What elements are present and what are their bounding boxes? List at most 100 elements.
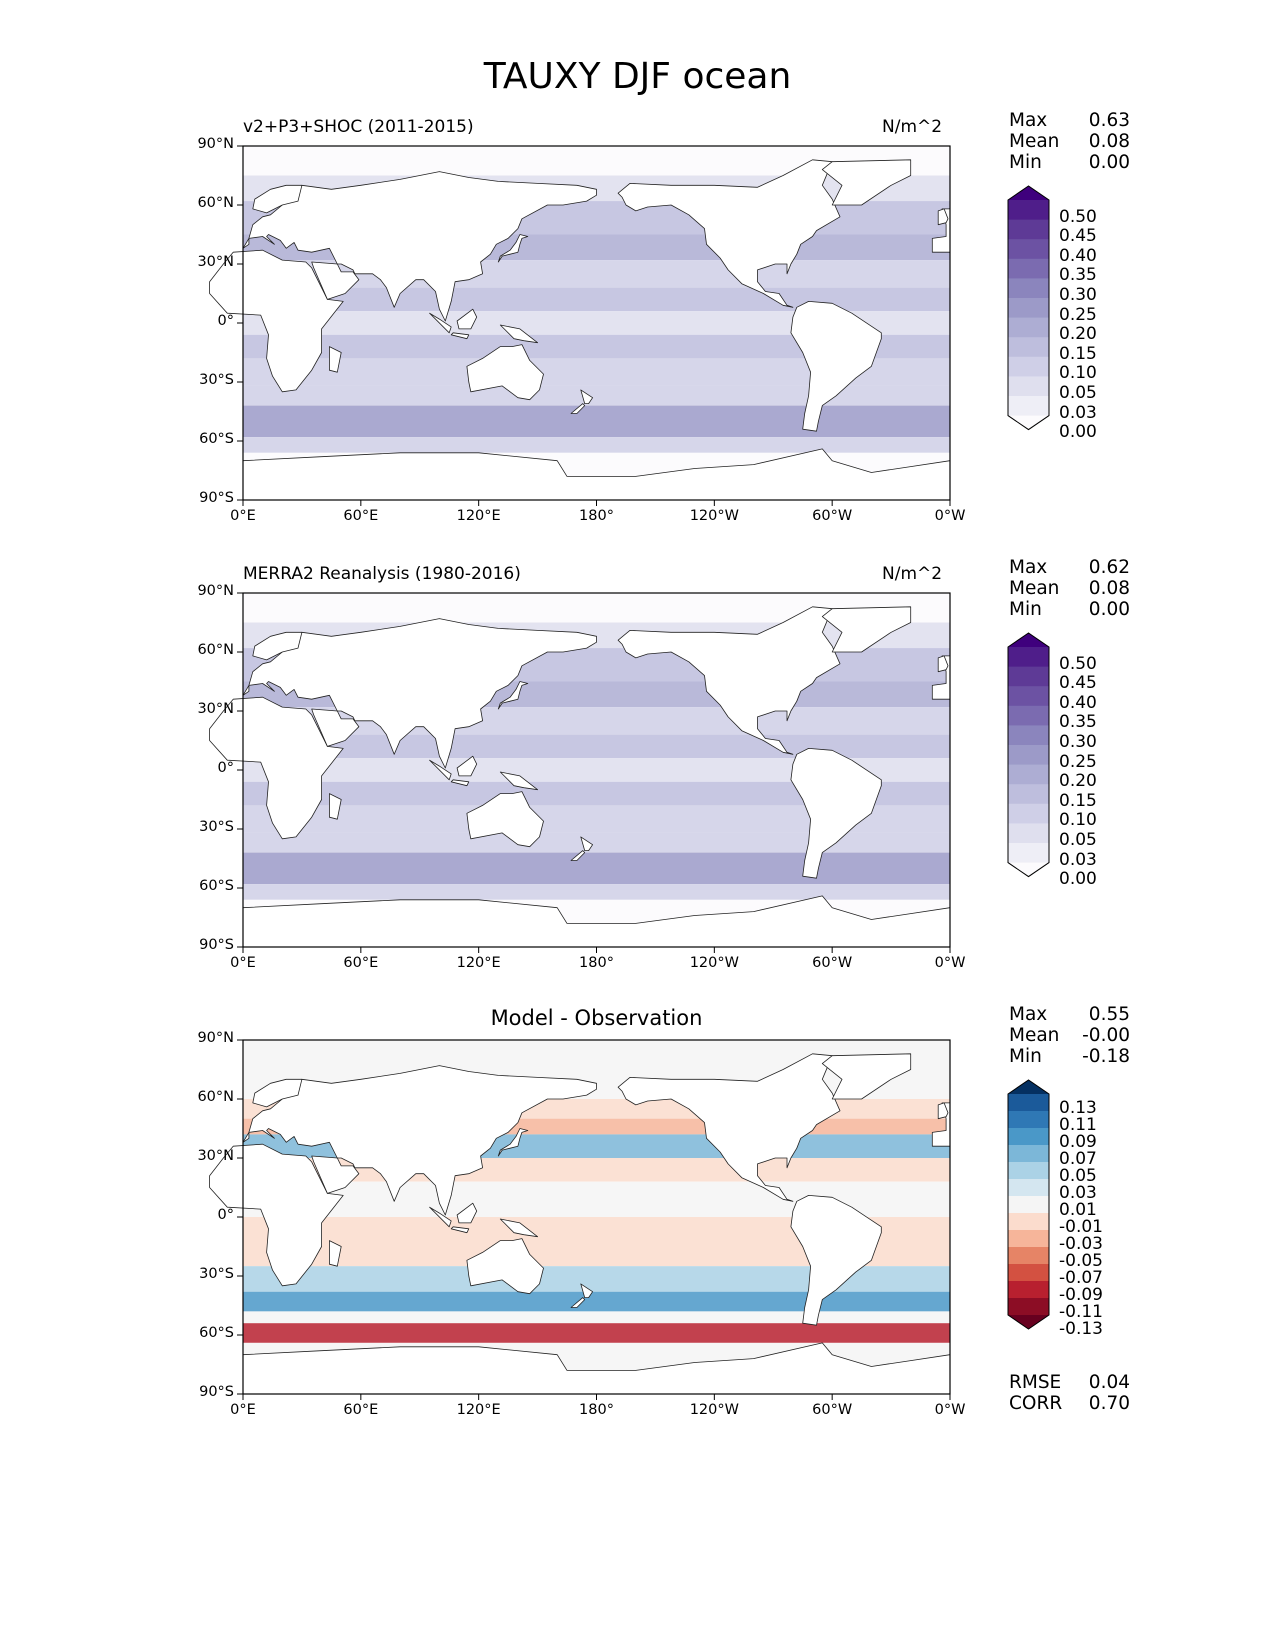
lat-tick-label: 90°S	[199, 1384, 234, 1400]
colorbar-tick-label: 0.03	[1059, 402, 1097, 423]
lat-tick-label: 60°N	[197, 1089, 234, 1105]
stat-value-min: -0.18	[1082, 1046, 1130, 1067]
field-band	[243, 1323, 950, 1343]
colorbar-tick-label: 0.05	[1059, 383, 1097, 404]
colorbar-tick-label: 0.20	[1059, 324, 1097, 345]
colorbar-tick-label: 0.30	[1059, 732, 1097, 753]
field-band	[243, 405, 950, 438]
colorbar	[1007, 1079, 1050, 1330]
lat-tick-label: 60°S	[199, 878, 234, 894]
lon-tick-label: 120°W	[689, 955, 739, 971]
stat-value-min: 0.00	[1088, 152, 1130, 173]
colorbar-tick-label: 0.15	[1059, 343, 1097, 364]
lon-tick-label: 0°W	[934, 955, 966, 971]
panel-left-title: v2+P3+SHOC (2011-2015)	[243, 117, 474, 137]
lat-tick-label: 90°N	[197, 583, 234, 599]
lon-tick-label: 0°W	[934, 508, 966, 524]
colorbar-tick-label: 0.05	[1059, 1166, 1097, 1187]
lon-tick-label: 120°E	[456, 955, 501, 971]
colorbar-tick-label: 0.40	[1059, 692, 1097, 713]
stat-value-max: 0.63	[1088, 110, 1130, 131]
stat-label-min: Min	[1009, 599, 1042, 620]
stat-label-max: Max	[1009, 110, 1048, 131]
lat-tick-label: 90°S	[199, 490, 234, 506]
colorbar	[1007, 632, 1050, 878]
lon-tick-label: 120°W	[689, 508, 739, 524]
stat-label-corr: CORR	[1009, 1393, 1063, 1414]
panel-reference: MERRA2 Reanalysis (1980-2016) N/m^2 90°N 60…	[0, 0, 1275, 971]
colorbar-tick-label: 0.35	[1059, 265, 1097, 286]
lat-tick-label: 60°N	[197, 642, 234, 658]
continents	[209, 159, 951, 501]
colorbar-tick-label: 0.05	[1059, 830, 1097, 851]
stat-value-min: 0.00	[1088, 599, 1130, 620]
lat-tick-label: 30°S	[199, 372, 234, 388]
lon-tick-label: 180°	[579, 955, 614, 971]
colorbar-tick-label: -0.11	[1059, 1302, 1103, 1323]
stat-label-max: Max	[1009, 1004, 1048, 1025]
lon-tick-label: 180°	[579, 508, 614, 524]
field-band	[243, 832, 950, 853]
lon-tick-label: 120°E	[456, 1402, 501, 1418]
lat-tick-label: 30°N	[197, 254, 234, 270]
lat-tick-label: 30°S	[199, 819, 234, 835]
lon-tick-label: 60°E	[343, 955, 379, 971]
panel-units: N/m^2	[882, 564, 943, 584]
colorbar-tick-label: 0.35	[1059, 712, 1097, 733]
lat-tick-label: 60°N	[197, 195, 234, 211]
panel-test: v2+P3+SHOC (2011-2015) N/m^2 90°N 60°N 30°N 0…	[0, 0, 1275, 524]
colorbar-tick-label: 0.45	[1059, 673, 1097, 694]
colorbar-tick-label: 0.40	[1059, 245, 1097, 266]
field-band	[243, 781, 950, 806]
field-band	[243, 884, 950, 900]
colorbar-tick-label: 0.09	[1059, 1132, 1097, 1153]
colorbar-tick-label: 0.15	[1059, 790, 1097, 811]
field-band	[243, 852, 950, 885]
colorbar-tick-label: -0.07	[1059, 1268, 1103, 1289]
colorbar-tick-label: 0.10	[1059, 810, 1097, 831]
field-band	[243, 1311, 950, 1324]
lon-tick-label: 60°W	[812, 508, 853, 524]
lat-tick-label: 30°S	[199, 1266, 234, 1282]
map-plot	[209, 145, 951, 506]
field-band	[243, 385, 950, 406]
stat-value-rmse: 0.04	[1088, 1372, 1130, 1393]
colorbar-tick-label: 0.25	[1059, 751, 1097, 772]
stat-label-rmse: RMSE	[1009, 1372, 1062, 1393]
lon-tick-label: 120°W	[689, 1402, 739, 1418]
field-band	[243, 1291, 950, 1312]
colorbar-tick-label: 0.01	[1059, 1200, 1097, 1221]
stat-label-min: Min	[1009, 1046, 1042, 1067]
colorbar-tick-label: 0.13	[1059, 1098, 1097, 1119]
colorbar-tick-label: 0.20	[1059, 771, 1097, 792]
lon-tick-label: 0°E	[230, 508, 256, 524]
lon-tick-label: 0°E	[230, 1402, 256, 1418]
lat-tick-label: 90°S	[199, 937, 234, 953]
panel-center-title: Model - Observation	[490, 1006, 703, 1030]
lat-tick-label: 30°N	[197, 1148, 234, 1164]
colorbar-tick-label: 0.45	[1059, 226, 1097, 247]
colorbar-tick-label: 0.11	[1059, 1115, 1097, 1136]
lat-tick-label: 0°	[217, 1207, 234, 1223]
colorbar-tick-label: 0.50	[1059, 206, 1097, 227]
colorbar	[1007, 185, 1050, 431]
lon-tick-label: 0°E	[230, 955, 256, 971]
lon-tick-label: 60°E	[343, 508, 379, 524]
colorbar-tick-label: 0.50	[1059, 653, 1097, 674]
lat-tick-label: 0°	[217, 760, 234, 776]
lon-tick-label: 0°W	[934, 1402, 966, 1418]
map-plot	[209, 592, 951, 953]
lon-tick-label: 120°E	[456, 508, 501, 524]
panel-difference: Model - Observation 90°N 60°N 30°N 0° 30°S 60°…	[0, 0, 1275, 1418]
stat-value-max: 0.62	[1088, 557, 1130, 578]
colorbar-tick-label: 0.10	[1059, 363, 1097, 384]
field-band	[243, 311, 950, 335]
stat-label-max: Max	[1009, 557, 1048, 578]
stat-value-mean: 0.08	[1088, 131, 1130, 152]
colorbar-tick-label: -0.05	[1059, 1251, 1103, 1272]
lat-tick-label: 0°	[217, 313, 234, 329]
colorbar-tick-label: -0.13	[1059, 1319, 1103, 1340]
lat-tick-label: 90°N	[197, 136, 234, 152]
colorbar-tick-label: 0.00	[1059, 869, 1097, 890]
colorbar-tick-label: 0.03	[1059, 1183, 1097, 1204]
